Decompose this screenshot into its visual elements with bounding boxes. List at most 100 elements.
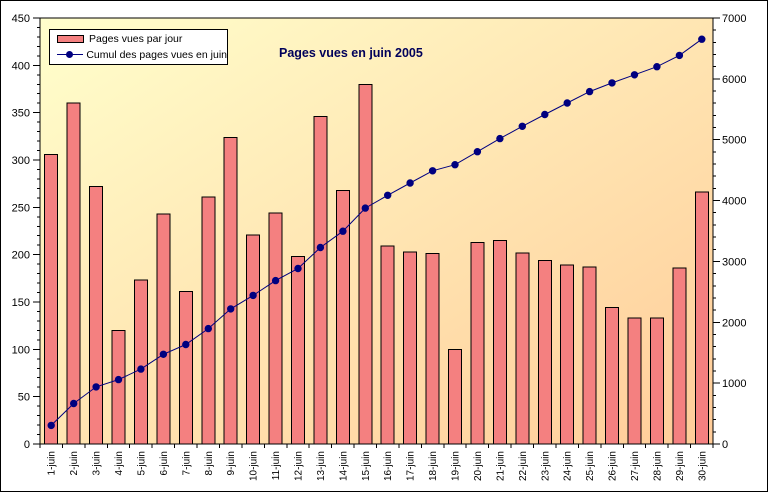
right-tick-label: 7000 [722, 13, 746, 25]
bar-27-juin [627, 317, 642, 445]
point-3-juin [92, 383, 100, 391]
bar-24-juin [560, 264, 575, 445]
bar-5-juin [133, 279, 148, 445]
x-tick-label: 3-juin [92, 451, 103, 475]
left-tick-label: 200 [12, 250, 30, 262]
x-tick-label: 2-juin [69, 451, 80, 475]
right-tick-label: 2000 [722, 317, 746, 329]
point-9-juin [227, 305, 235, 313]
right-tick-label: 3000 [722, 256, 746, 268]
point-2-juin [70, 399, 78, 408]
bar-2-juin [66, 102, 81, 445]
point-4-juin [114, 375, 123, 384]
x-tick-label: 16-juin [383, 451, 394, 481]
bar-1-juin [44, 153, 59, 445]
cumulative-line-series [47, 35, 706, 430]
bar-15-juin [358, 83, 373, 445]
cumulative-line [50, 38, 703, 426]
point-23-juin [541, 110, 549, 119]
left-tick-label: 0 [24, 439, 30, 451]
bar-29-juin [672, 267, 687, 445]
point-14-juin [339, 227, 347, 235]
right-tick-label: 5000 [722, 135, 746, 147]
x-tick-label: 1-juin [47, 451, 58, 475]
legend-label-bars: Pages vues par jour [89, 32, 183, 45]
right-tick-label: 0 [722, 439, 728, 451]
x-tick-label: 9-juin [226, 451, 237, 475]
bar-13-juin [313, 116, 328, 445]
point-24-juin [563, 99, 571, 107]
bar-7-juin [178, 291, 193, 445]
bar-22-juin [515, 252, 530, 445]
point-12-juin [294, 264, 302, 273]
point-26-juin [608, 79, 616, 87]
right-tick-label: 1000 [722, 378, 746, 390]
bar-21-juin [492, 240, 507, 445]
point-19-juin [451, 161, 459, 169]
left-tick-label: 100 [12, 344, 30, 356]
point-22-juin [518, 122, 526, 131]
point-28-juin [653, 62, 661, 71]
right-tick-label: 6000 [722, 74, 746, 86]
x-tick-label: 24-juin [563, 451, 574, 481]
x-tick-label: 28-juin [652, 451, 663, 481]
x-tick-label: 4-juin [114, 451, 125, 475]
bar-8-juin [201, 196, 216, 445]
x-tick-label: 22-juin [518, 451, 529, 481]
bar-16-juin [380, 245, 395, 445]
bar-10-juin [246, 234, 261, 445]
bar-14-juin [335, 189, 350, 445]
x-tick-label: 10-juin [249, 451, 260, 481]
point-6-juin [159, 350, 168, 358]
bar-26-juin [605, 307, 619, 445]
legend-item-bars: Pages vues par jour [57, 32, 227, 47]
bar-series [44, 83, 709, 445]
bar-12-juin [291, 256, 305, 445]
right-axis: 0 1000 2000 3000 4000 5000 6000 7000 [713, 13, 746, 451]
point-1-juin [47, 421, 55, 430]
point-18-juin [428, 167, 437, 175]
point-5-juin [137, 365, 145, 373]
x-tick-label: 13-juin [316, 451, 327, 481]
x-tick-label: 18-juin [428, 451, 439, 481]
left-tick-label: 400 [12, 60, 30, 72]
legend-label-line: Cumul des pages vues en juin [86, 48, 227, 61]
bar-swatch-icon [57, 35, 84, 44]
x-tick-label: 5-juin [136, 451, 147, 475]
point-13-juin [316, 243, 325, 252]
x-tick-label: 26-juin [608, 451, 619, 481]
point-17-juin [406, 179, 414, 187]
point-20-juin [473, 148, 482, 156]
bar-9-juin [223, 136, 238, 445]
bar-11-juin [268, 212, 283, 445]
x-tick-label: 20-juin [473, 451, 484, 481]
point-21-juin [496, 134, 504, 143]
x-tick-label: 6-juin [159, 451, 170, 475]
point-27-juin [630, 71, 639, 79]
bar-6-juin [156, 213, 171, 445]
legend: Pages vues par jour Cumul des pages vues… [49, 29, 228, 65]
bar-17-juin [403, 251, 418, 445]
chart-title: Pages vues en juin 2005 [279, 46, 423, 60]
right-tick-label: 4000 [722, 196, 746, 208]
left-tick-label: 450 [12, 13, 30, 25]
point-16-juin [384, 191, 392, 200]
x-tick-label: 7-juin [181, 451, 192, 475]
bar-23-juin [537, 259, 552, 445]
point-11-juin [271, 276, 280, 285]
x-tick-label: 14-juin [338, 451, 349, 481]
point-15-juin [361, 204, 369, 212]
left-tick-label: 250 [12, 202, 30, 214]
x-axis: 1-juin 2-juin 3-juin 4-juin 5-juin 6-juin 7-ju… [39, 444, 714, 481]
bar-28-juin [649, 317, 664, 445]
left-tick-label: 300 [12, 155, 30, 167]
left-tick-label: 350 [12, 108, 30, 120]
legend-item-line: Cumul des pages vues en juin [57, 47, 227, 62]
x-tick-label: 12-juin [294, 451, 305, 481]
x-tick-label: 11-juin [271, 451, 282, 480]
point-30-juin [698, 35, 706, 43]
x-tick-label: 27-juin [630, 451, 641, 481]
line-marker-swatch-icon [57, 50, 83, 59]
